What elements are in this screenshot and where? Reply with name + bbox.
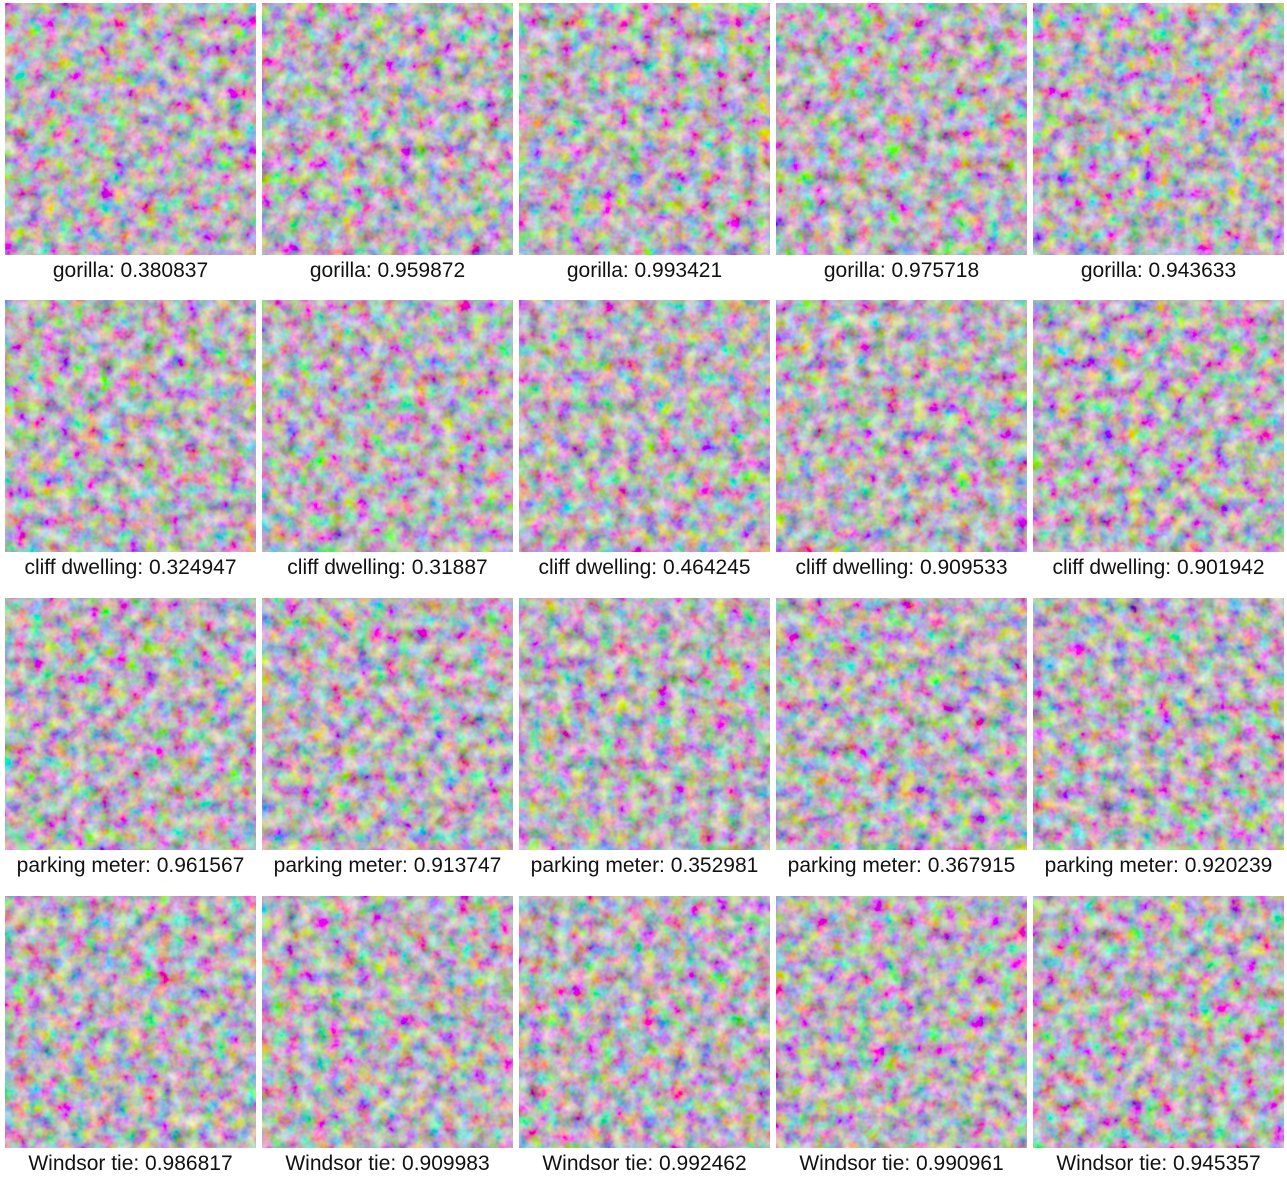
visualization-image xyxy=(1033,300,1284,552)
visualization-image xyxy=(519,3,770,255)
caption: cliff dwelling: 0.901942 xyxy=(1052,556,1264,579)
caption: parking meter: 0.961567 xyxy=(17,854,245,877)
caption: gorilla: 0.943633 xyxy=(1081,259,1236,282)
caption: parking meter: 0.920239 xyxy=(1045,854,1273,877)
caption: gorilla: 0.993421 xyxy=(567,259,722,282)
visualization-image xyxy=(519,896,770,1148)
visualization-image xyxy=(776,300,1027,552)
visualization-image xyxy=(5,3,256,255)
caption: gorilla: 0.975718 xyxy=(824,259,979,282)
caption: cliff dwelling: 0.324947 xyxy=(24,556,236,579)
caption: parking meter: 0.367915 xyxy=(788,854,1016,877)
caption: Windsor tie: 0.909983 xyxy=(285,1152,489,1175)
caption: Windsor tie: 0.992462 xyxy=(542,1152,746,1175)
visualization-image xyxy=(262,598,513,850)
caption: cliff dwelling: 0.909533 xyxy=(795,556,1007,579)
caption: cliff dwelling: 0.464245 xyxy=(538,556,750,579)
caption: Windsor tie: 0.945357 xyxy=(1056,1152,1260,1175)
caption: Windsor tie: 0.990961 xyxy=(799,1152,1003,1175)
caption: gorilla: 0.959872 xyxy=(310,259,465,282)
visualization-image xyxy=(5,300,256,552)
visualization-image xyxy=(1033,598,1284,850)
caption: parking meter: 0.352981 xyxy=(531,854,759,877)
visualization-image xyxy=(519,598,770,850)
visualization-image xyxy=(519,300,770,552)
caption: Windsor tie: 0.986817 xyxy=(28,1152,232,1175)
visualization-image xyxy=(776,3,1027,255)
visualization-image xyxy=(776,896,1027,1148)
visualization-image xyxy=(262,300,513,552)
visualization-image xyxy=(1033,896,1284,1148)
caption: parking meter: 0.913747 xyxy=(274,854,502,877)
visualization-image xyxy=(1033,3,1284,255)
caption: gorilla: 0.380837 xyxy=(53,259,208,282)
visualization-image xyxy=(262,896,513,1148)
visualization-image xyxy=(5,896,256,1148)
caption: cliff dwelling: 0.31887 xyxy=(287,556,487,579)
visualization-image xyxy=(5,598,256,850)
visualization-image xyxy=(262,3,513,255)
visualization-image xyxy=(776,598,1027,850)
